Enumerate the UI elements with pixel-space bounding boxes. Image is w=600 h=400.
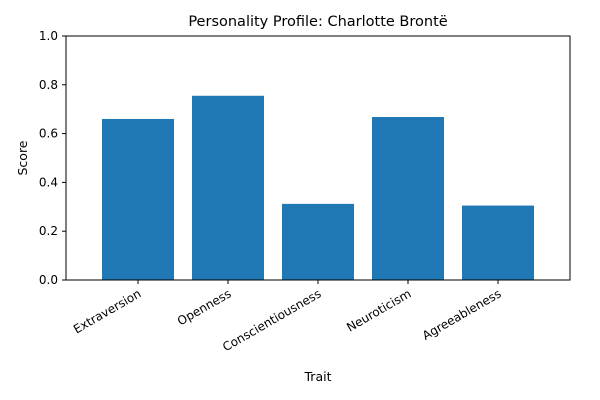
- bar-openness: [192, 95, 264, 280]
- x-tick-label: Neuroticism: [344, 286, 413, 334]
- plot-frame: [65, 35, 571, 281]
- x-tick-label: Openness: [175, 286, 234, 328]
- y-tick-label: 0.2: [39, 224, 58, 238]
- y-tick-label: 0.0: [39, 273, 58, 287]
- chart-title: Personality Profile: Charlotte Brontë: [188, 14, 447, 30]
- bar-agreeableness: [462, 205, 534, 280]
- y-tick-label: 0.8: [39, 78, 58, 92]
- y-axis: 0.0 0.2 0.4 0.6 0.8 1.0: [39, 29, 66, 287]
- y-axis-label: Score: [15, 140, 30, 175]
- y-tick-label: 0.6: [39, 127, 58, 141]
- bars-group: [102, 95, 534, 281]
- y-tick-label: 1.0: [39, 29, 58, 43]
- x-axis-label: Trait: [304, 369, 332, 384]
- bar-neuroticism: [372, 117, 444, 281]
- x-tick-label: Extraversion: [71, 286, 144, 336]
- bar-extraversion: [102, 118, 174, 281]
- x-tick-label: Conscientiousness: [220, 286, 323, 354]
- bar-conscientiousness: [282, 203, 354, 280]
- x-tick-label: Agreeableness: [420, 286, 504, 342]
- y-tick-label: 0.4: [39, 175, 58, 189]
